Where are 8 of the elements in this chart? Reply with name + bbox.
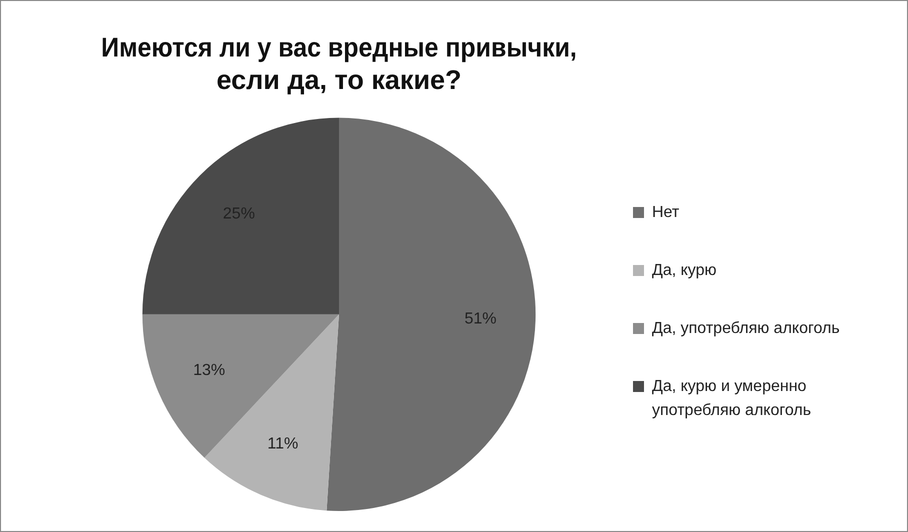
data-label: 51%: [464, 310, 496, 328]
data-label: 13%: [193, 362, 226, 380]
legend-label: Да, употребляю алкоголь: [652, 319, 840, 339]
legend-label: Да, курю и умеренно употребляю алкоголь: [652, 377, 812, 421]
legend-label: Да, курю: [652, 261, 717, 281]
chart-title: Имеются ли у вас вредные привычки, если да, то какие?: [101, 32, 577, 96]
data-label: 11%: [267, 436, 298, 453]
legend-label: Нет: [652, 203, 680, 223]
